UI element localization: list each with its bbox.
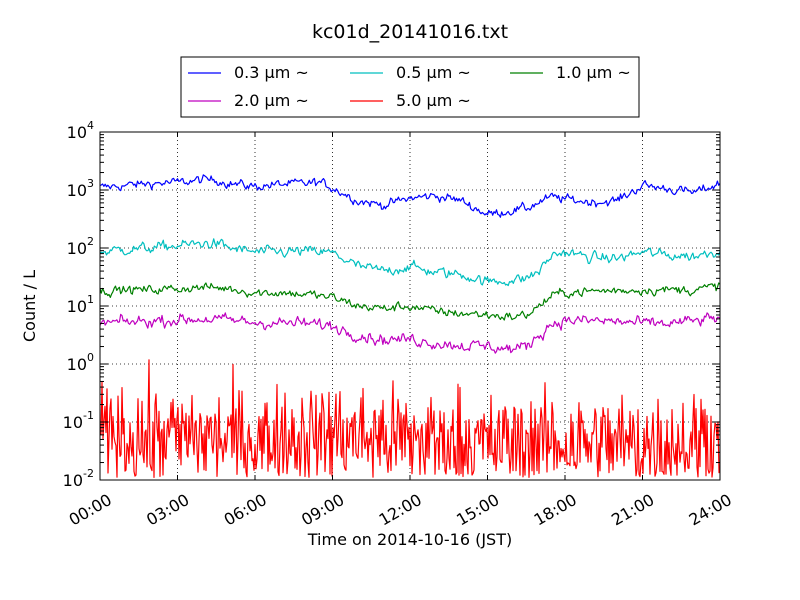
axis-ticks — [99, 131, 721, 481]
series-line — [100, 238, 720, 287]
series-line — [100, 312, 720, 354]
series-line — [100, 282, 720, 321]
legend-label: 0.5 μm ~ — [396, 63, 471, 82]
x-axis-label: Time on 2014-10-16 (JST) — [307, 530, 512, 549]
y-axis-label: Count / L — [20, 270, 39, 342]
y-tick-label: 10-1 — [63, 409, 94, 432]
y-tick-label: 100 — [67, 351, 94, 374]
y-tick-label: 103 — [67, 177, 94, 200]
legend: 0.3 μm ~ 0.5 μm ~ 1.0 μm ~ 2.0 μm ~ 5.0 μm ~ — [180, 56, 640, 118]
series-line — [100, 359, 720, 478]
grid-lines — [100, 132, 720, 480]
y-tick-label: 101 — [67, 293, 94, 316]
legend-box — [180, 56, 640, 118]
legend-label: 2.0 μm ~ — [234, 91, 309, 110]
y-tick-label: 10-2 — [63, 467, 94, 490]
series-line — [100, 174, 720, 218]
y-tick-labels: 10-2 10-1 100 101 102 103 104 — [63, 119, 94, 490]
legend-label: 5.0 μm ~ — [396, 91, 471, 110]
y-tick-label: 102 — [67, 235, 94, 258]
chart-title: kc01d_20141016.txt — [312, 21, 508, 43]
legend-label: 0.3 μm ~ — [234, 63, 309, 82]
legend-label: 1.0 μm ~ — [556, 63, 631, 82]
series-lines — [100, 174, 720, 478]
y-tick-label: 104 — [67, 119, 94, 142]
